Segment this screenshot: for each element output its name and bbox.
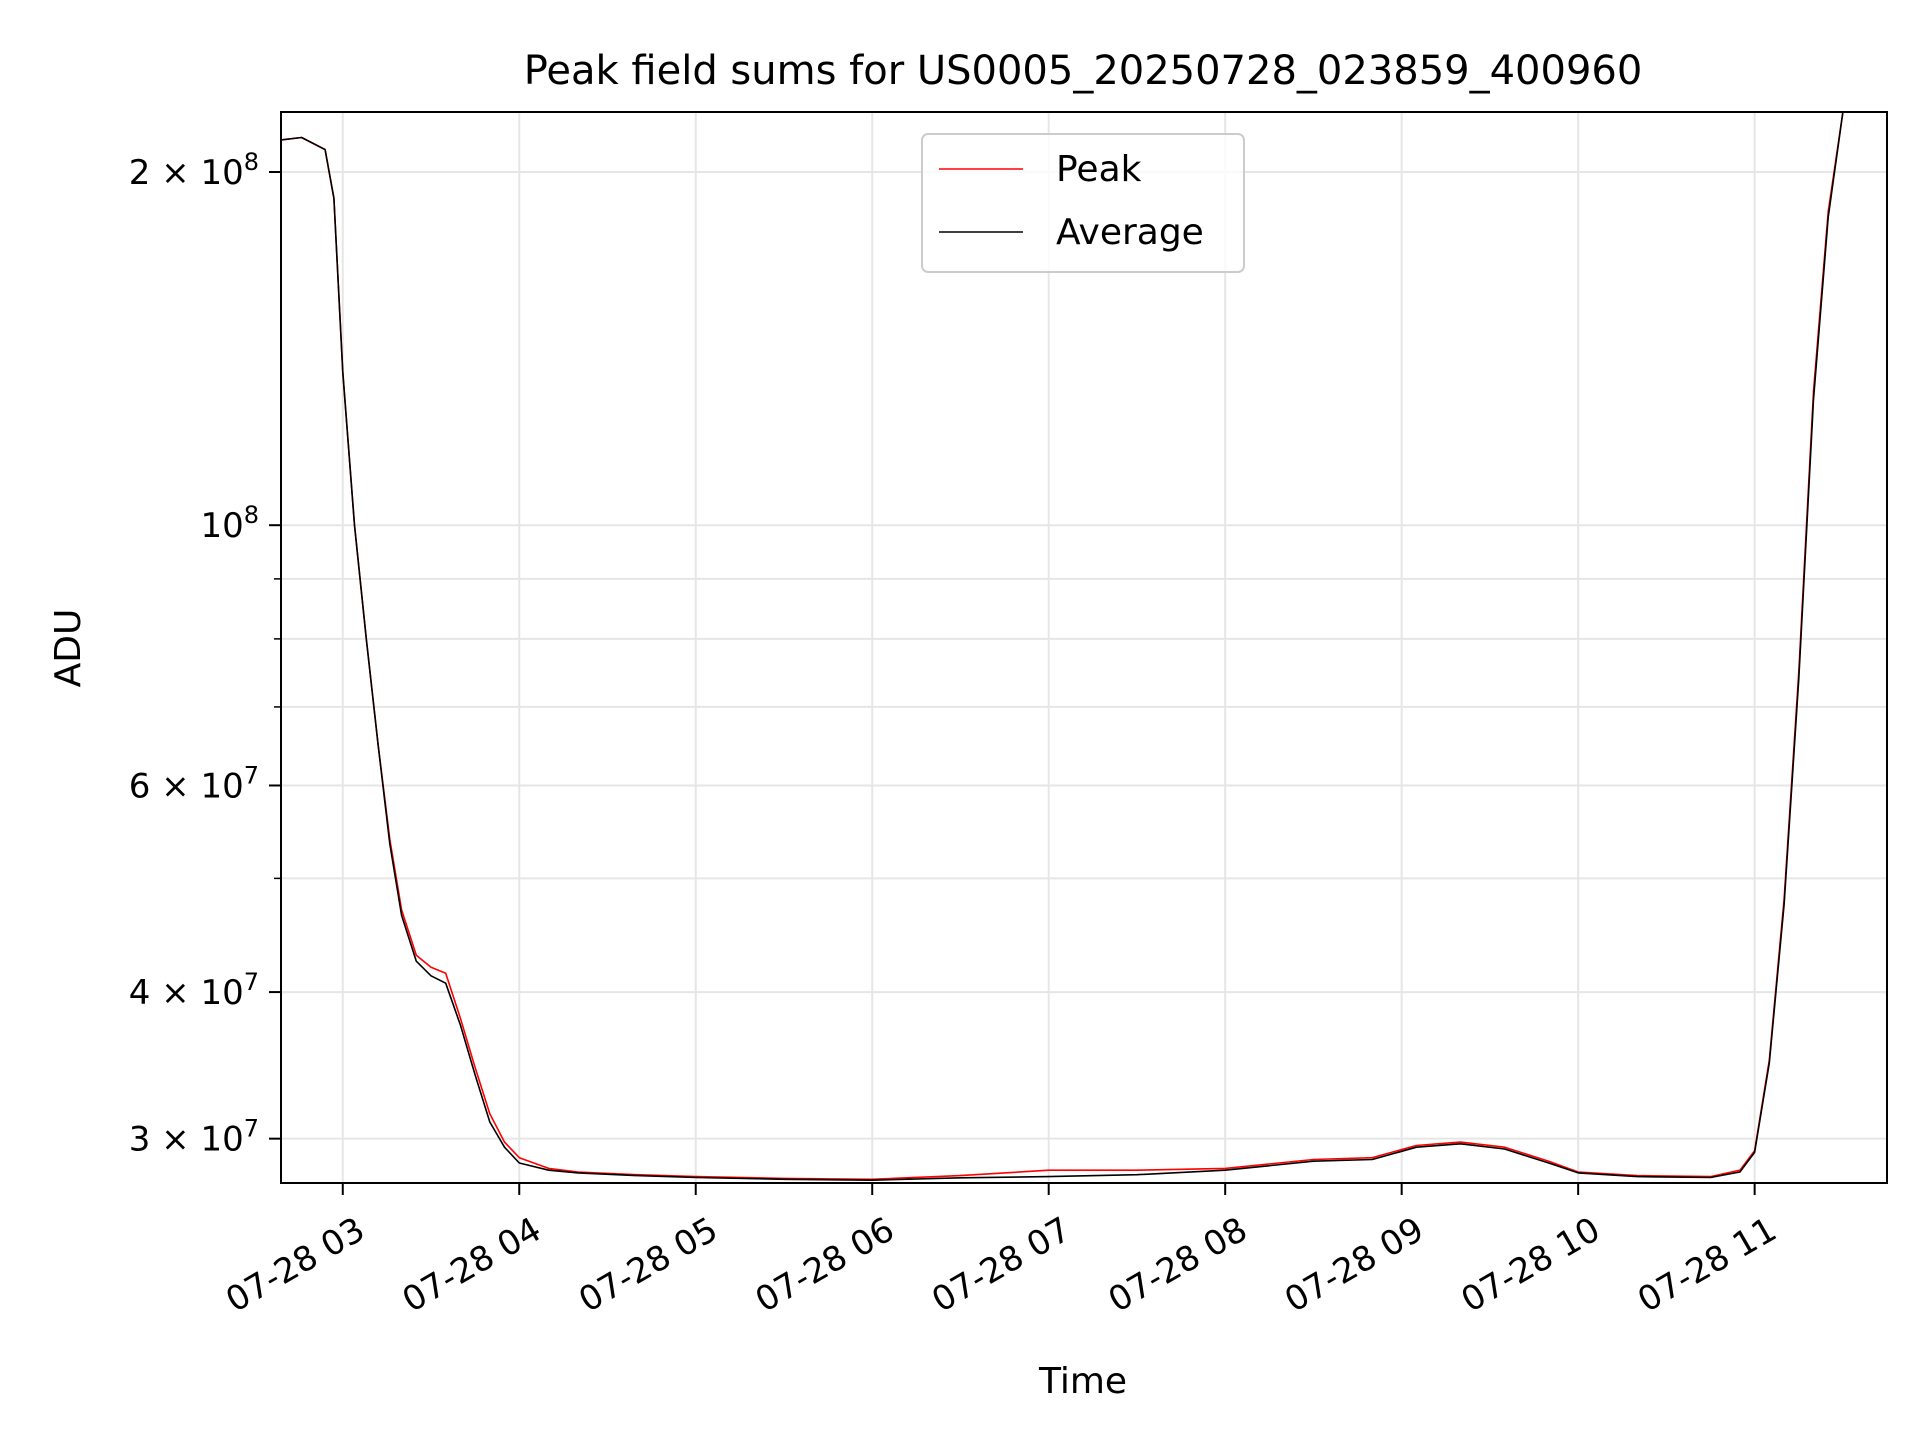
y-tick-label: 108 [200, 501, 259, 546]
y-tick-label: 4 × 107 [129, 968, 259, 1013]
legend-label-average: Average [1056, 212, 1204, 253]
y-axis-label: ADU [48, 609, 89, 688]
series-lines [281, 112, 1844, 1181]
x-axis-label: Time [1038, 1361, 1127, 1402]
y-tick-label: 2 × 108 [129, 148, 259, 193]
y-axis: 2 × 108 108 6 × 107 4 × 107 3 × 107 [129, 148, 281, 1160]
legend: Peak Average [921, 133, 1245, 273]
legend-label-peak: Peak [1056, 149, 1142, 190]
series-line-average [281, 112, 1844, 1181]
plot-frame [280, 111, 1888, 1184]
y-tick-label: 3 × 107 [129, 1115, 259, 1160]
chart-title: Peak field sums for US0005_20250728_0238… [524, 48, 1643, 94]
y-tick-label: 6 × 107 [129, 761, 259, 806]
